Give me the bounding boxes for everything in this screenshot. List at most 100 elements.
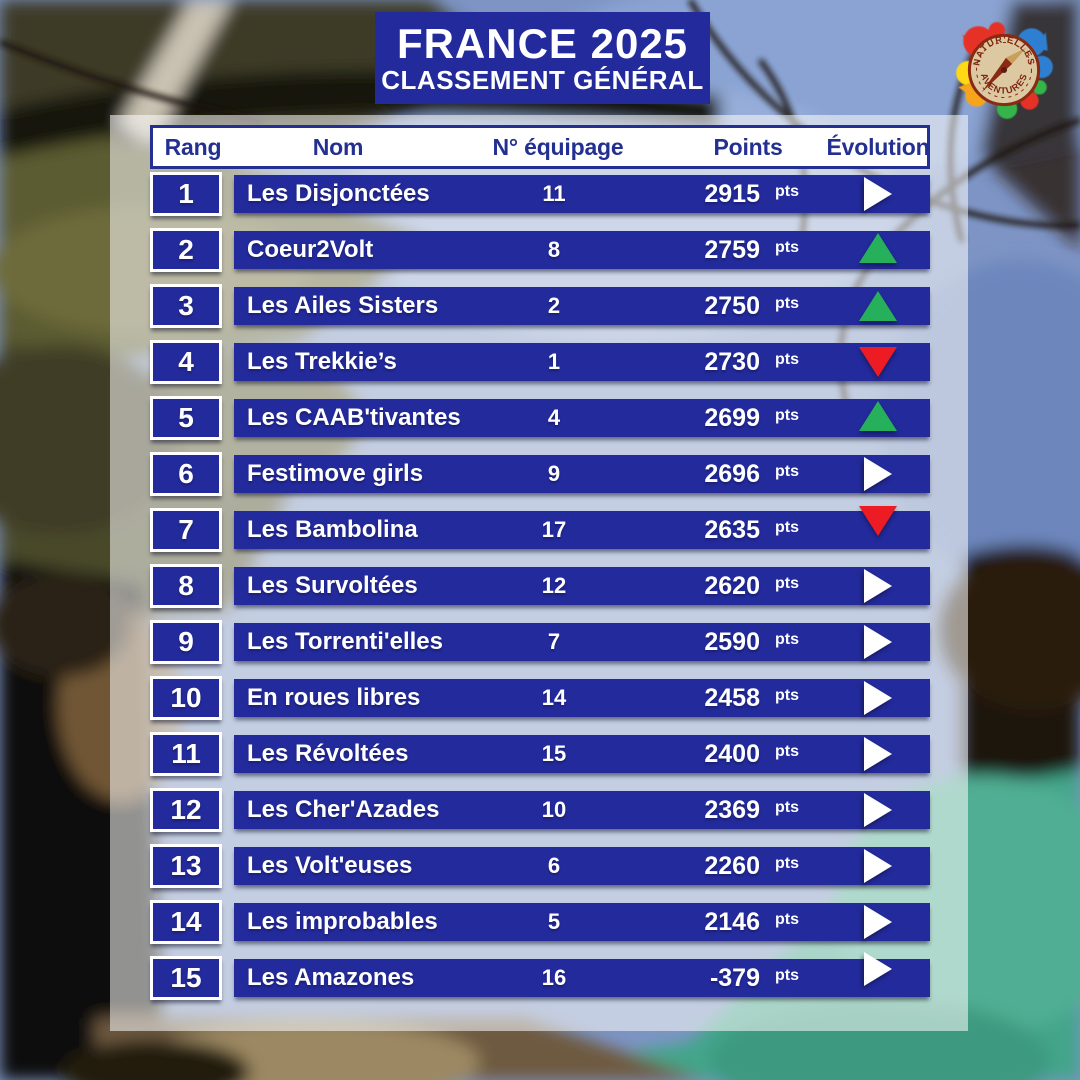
points-unit: pts	[775, 351, 799, 368]
points-value: 2458	[704, 683, 760, 712]
team-bar: Les CAAB'tivantes 4 2699 pts	[234, 399, 930, 437]
evolution-cell	[826, 343, 930, 381]
crew-number: 11	[542, 181, 566, 206]
evolution-cell	[826, 567, 930, 605]
team-name: Coeur2Volt	[247, 236, 374, 263]
team-bar: En roues libres 14 2458 pts	[234, 679, 930, 717]
table-row: 4 Les Trekkie’s 1 2730 pts	[150, 340, 930, 384]
points-unit: pts	[775, 743, 799, 760]
rank-badge: 6	[150, 452, 222, 496]
team-name: Les Torrenti'elles	[247, 628, 443, 655]
points-unit: pts	[775, 575, 799, 592]
points-unit: pts	[775, 911, 799, 928]
table-row: 11 Les Révoltées 15 2400 pts	[150, 732, 930, 776]
rank-value: 12	[170, 794, 202, 825]
crew-number: 4	[547, 405, 561, 430]
team-bar: Festimove girls 9 2696 pts	[234, 455, 930, 493]
crew-number: 12	[541, 573, 567, 598]
team-bar: Les Bambolina 17 2635 pts	[234, 506, 930, 549]
team-bar: Les Cher'Azades 10 2369 pts	[234, 791, 930, 829]
rank-value: 3	[178, 290, 194, 321]
evolution-down-icon	[859, 347, 897, 377]
table-row: 9 Les Torrenti'elles 7 2590 pts	[150, 620, 930, 664]
team-name: En roues libres	[247, 684, 421, 711]
column-header-points: Points	[713, 133, 783, 160]
rank-value: 8	[178, 570, 194, 601]
rank-badge: 12	[150, 788, 222, 832]
rank-badge: 3	[150, 284, 222, 328]
rank-value: 6	[178, 458, 194, 489]
team-bar: Les Révoltées 15 2400 pts	[234, 735, 930, 773]
evolution-cell	[826, 735, 930, 773]
points-unit: pts	[775, 295, 799, 312]
rank-badge: 9	[150, 620, 222, 664]
page-title: FRANCE 2025	[396, 19, 689, 67]
brand-logo: NATUR'ELLES AVENTURES	[956, 22, 1053, 119]
points-value: 2260	[704, 851, 760, 880]
points-value: 2400	[704, 739, 760, 768]
crew-number: 17	[541, 517, 567, 542]
team-bar: Les Trekkie’s 1 2730 pts	[234, 343, 930, 381]
points-unit: pts	[775, 183, 799, 200]
table-row: 1 Les Disjonctées 11 2915 pts	[150, 172, 930, 216]
evolution-right-icon	[864, 952, 892, 986]
column-header-rang: Rang	[164, 133, 222, 160]
points-unit: pts	[775, 239, 799, 256]
points-unit: pts	[775, 407, 799, 424]
table-row: 15 Les Amazones 16 -379 pts	[150, 952, 930, 1000]
evolution-cell	[826, 231, 930, 269]
table-row: 6 Festimove girls 9 2696 pts	[150, 452, 930, 496]
rank-badge: 8	[150, 564, 222, 608]
points-value: 2759	[704, 235, 760, 264]
rank-badge: 14	[150, 900, 222, 944]
team-name: Les Survoltées	[247, 572, 418, 599]
evolution-down-icon	[859, 506, 897, 536]
points-unit: pts	[775, 463, 799, 480]
team-name: Les Disjonctées	[247, 180, 430, 207]
crew-number: 15	[541, 741, 567, 766]
crew-number: 9	[547, 461, 561, 486]
title-banner: FRANCE 2025 CLASSEMENT GÉNÉRAL	[375, 12, 710, 104]
rank-value: 4	[178, 346, 194, 377]
points-value: 2620	[704, 571, 760, 600]
column-header-nom: Nom	[312, 133, 364, 160]
team-bar: Les Ailes Sisters 2 2750 pts	[234, 287, 930, 325]
evolution-cell	[826, 175, 930, 213]
rank-badge: 7	[150, 508, 222, 552]
evolution-cell	[826, 952, 930, 997]
rank-badge: 5	[150, 396, 222, 440]
points-value: 2750	[704, 291, 760, 320]
team-name: Les Trekkie’s	[247, 348, 397, 375]
table-row: 5 Les CAAB'tivantes 4 2699 pts	[150, 396, 930, 440]
rank-badge: 10	[150, 676, 222, 720]
table-row: 2 Coeur2Volt 8 2759 pts	[150, 228, 930, 272]
evolution-cell	[826, 679, 930, 717]
rank-value: 15	[170, 962, 202, 993]
evolution-right-icon	[864, 457, 892, 491]
points-value: 2696	[704, 459, 760, 488]
team-bar: Les Survoltées 12 2620 pts	[234, 567, 930, 605]
column-header-evolution: Évolution	[826, 133, 930, 160]
team-bar: Les Disjonctées 11 2915 pts	[234, 175, 930, 213]
crew-number: 5	[547, 909, 561, 934]
points-unit: pts	[775, 519, 799, 536]
evolution-right-icon	[864, 625, 892, 659]
table-header: Rang Nom N° équipage Points Évolution	[150, 125, 930, 169]
points-value: 2590	[704, 627, 760, 656]
evolution-right-icon	[864, 849, 892, 883]
team-name: Les Cher'Azades	[247, 796, 440, 823]
evolution-up-icon	[859, 233, 897, 263]
points-unit: pts	[775, 687, 799, 704]
evolution-right-icon	[864, 681, 892, 715]
table-row: 8 Les Survoltées 12 2620 pts	[150, 564, 930, 608]
rank-value: 11	[171, 738, 201, 769]
rank-value: 10	[170, 682, 202, 713]
table-row: 14 Les improbables 5 2146 pts	[150, 900, 930, 944]
table-row: 12 Les Cher'Azades 10 2369 pts	[150, 788, 930, 832]
crew-number: 10	[541, 797, 567, 822]
team-name: Les Ailes Sisters	[247, 292, 439, 319]
points-value: -379	[709, 963, 760, 992]
evolution-cell	[826, 399, 930, 437]
team-bar: Les Amazones 16 -379 pts	[234, 952, 930, 997]
evolution-right-icon	[864, 793, 892, 827]
